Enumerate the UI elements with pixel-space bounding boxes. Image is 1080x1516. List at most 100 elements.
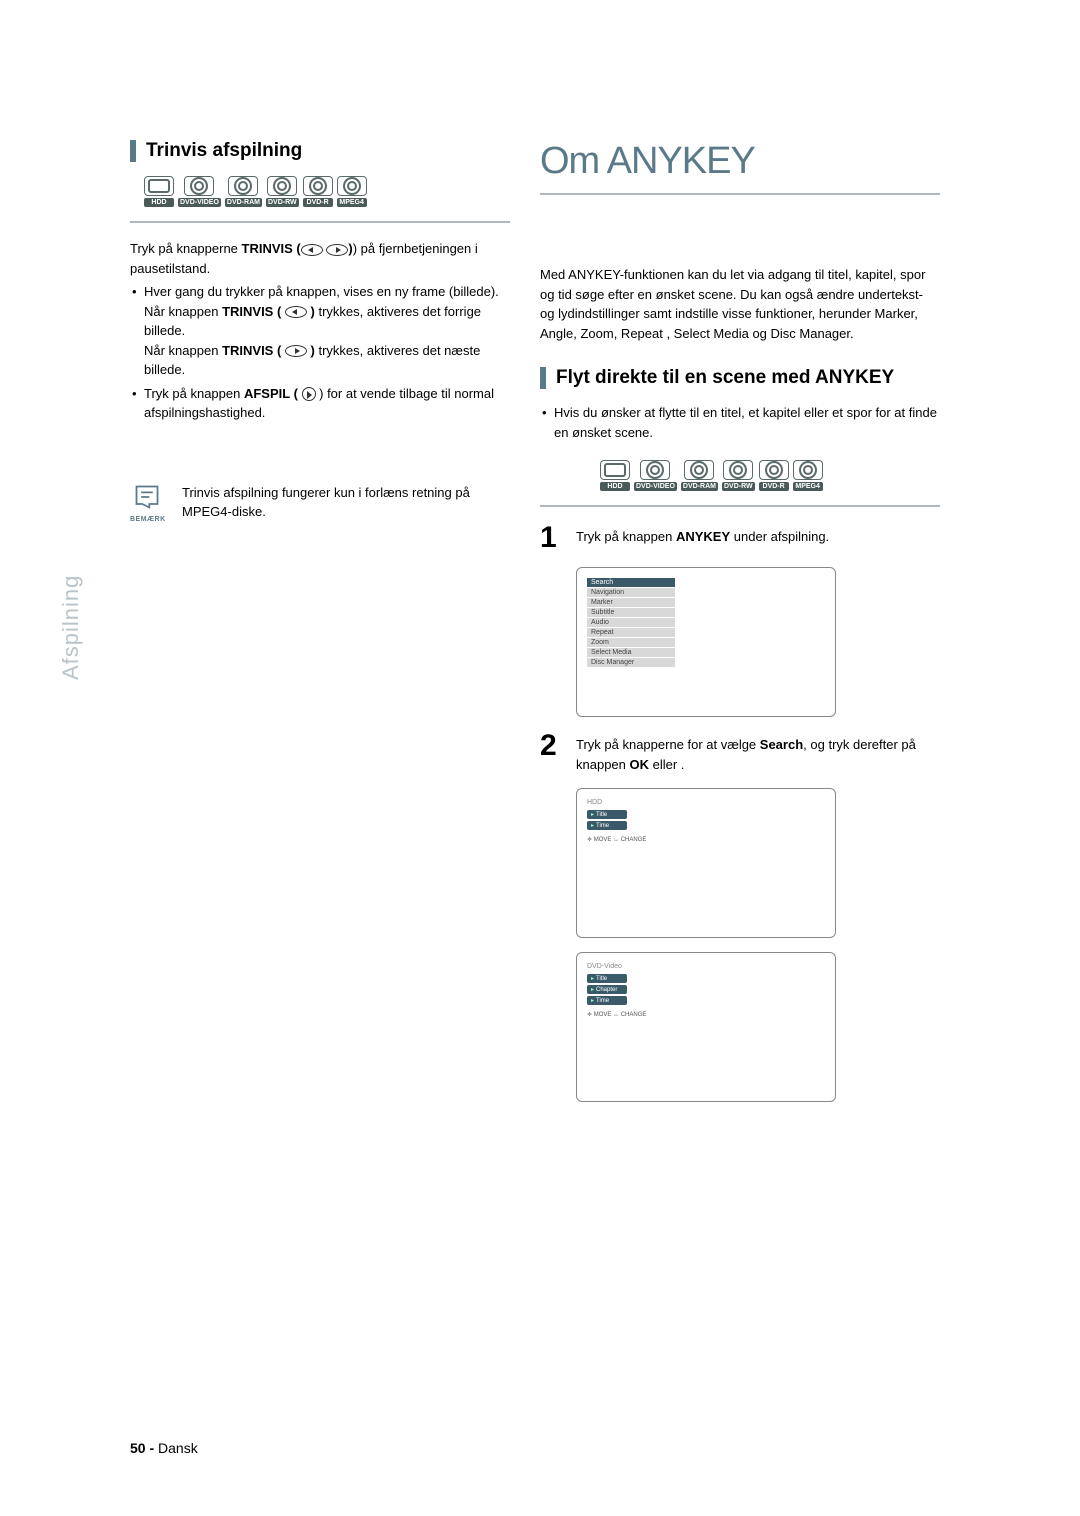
text: Tryk på knappen <box>576 529 676 544</box>
list-item: Tryk på knappen AFSPIL ( ) for at vende … <box>130 384 510 423</box>
media-badge: DVD-RW <box>722 460 755 491</box>
media-badges-right: HDD DVD-VIDEO DVD-RAM DVD-RW DVD-R MPEG4 <box>600 460 940 491</box>
menu-item: Select Media <box>587 648 675 657</box>
menu-item: Search <box>587 578 675 587</box>
text: Hver gang du trykker på knappen, vises e… <box>144 284 499 299</box>
disc-icon <box>184 176 214 196</box>
menu-item: Marker <box>587 598 675 607</box>
step-number: 1 <box>540 523 568 553</box>
menu-item: Navigation <box>587 588 675 597</box>
disc-icon <box>684 460 714 480</box>
rewind-step-icon <box>285 306 307 318</box>
divider <box>540 505 940 507</box>
play-icon <box>302 387 316 401</box>
text-bold: ) <box>307 343 319 358</box>
note-label: BEMÆRK <box>130 516 164 523</box>
step-text: Tryk på knappen ANYKEY under afspilning. <box>576 523 940 553</box>
page-number: 50 - <box>130 1440 158 1456</box>
intro-paragraph: Med ANYKEY-funktionen kan du let via adg… <box>540 265 940 343</box>
intro-text: Tryk på knapperne TRINVIS ( )) på fjernb… <box>130 239 510 278</box>
badge-label: MPEG4 <box>337 198 367 207</box>
menu-item: Subtitle <box>587 608 675 617</box>
menu-item: Audio <box>587 618 675 627</box>
media-badge: MPEG4 <box>337 176 367 207</box>
media-badge: DVD-VIDEO <box>634 460 677 491</box>
hdd-icon <box>600 460 630 480</box>
screen-mock-osd-dvd: DVD-Video ▸Title ▸Chapter ▸Time ≑ MOVE ↔ CHA… <box>576 952 836 1102</box>
disc-icon <box>759 460 789 480</box>
menu-item: Disc Manager <box>587 658 675 667</box>
list-item: Hvis du ønsker at flytte til en titel, e… <box>540 403 940 442</box>
page-lang: Dansk <box>158 1440 198 1456</box>
media-badge: DVD-VIDEO <box>178 176 221 207</box>
list-item: Hver gang du trykker på knappen, vises e… <box>130 282 510 380</box>
text-bold: TRINVIS ( <box>242 241 301 256</box>
forward-step-icon <box>326 244 348 256</box>
step-text: Tryk på knapperne for at vælge Search, o… <box>576 731 940 774</box>
step-number: 2 <box>540 731 568 774</box>
hdd-icon <box>144 176 174 196</box>
text: Når knappen <box>144 343 222 358</box>
disc-icon <box>267 176 297 196</box>
badge-label: DVD-R <box>303 198 333 207</box>
page-title: Om ANYKEY <box>540 140 940 183</box>
side-tab-label: Afspilning <box>58 575 84 680</box>
forward-step-icon <box>285 345 307 357</box>
media-badge: HDD <box>600 460 630 491</box>
step-2: 2 Tryk på knapperne for at vælge Search,… <box>540 731 940 774</box>
media-badge: MPEG4 <box>793 460 823 491</box>
osd-row: ▸Title <box>587 810 627 819</box>
page-footer: 50 - Dansk <box>130 1440 198 1456</box>
badge-label: HDD <box>144 198 174 207</box>
badge-label: MPEG4 <box>793 482 823 491</box>
divider <box>130 221 510 223</box>
osd-header: DVD-Video <box>587 963 825 970</box>
note-icon: BEMÆRK <box>130 483 164 523</box>
osd-footer: ≑ MOVE ↔ CHANGE <box>587 1011 825 1018</box>
badge-label: DVD-RW <box>266 198 299 207</box>
osd-row: ▸Time <box>587 996 627 1005</box>
text-bold: TRINVIS ( <box>222 343 285 358</box>
text-bold: ) <box>307 304 319 319</box>
media-badge: DVD-RW <box>266 176 299 207</box>
osd-header: HDD <box>587 799 825 806</box>
text: Tryk på knapperne <box>130 241 242 256</box>
section-title-anykey: Flyt direkte til en scene med ANYKEY <box>540 367 940 389</box>
step-1: 1 Tryk på knappen ANYKEY under afspilnin… <box>540 523 940 553</box>
disc-icon <box>337 176 367 196</box>
disc-icon <box>723 460 753 480</box>
section-title-trinvis: Trinvis afspilning <box>130 140 510 162</box>
menu-item: Zoom <box>587 638 675 647</box>
bullet-list: Hver gang du trykker på knappen, vises e… <box>130 282 510 423</box>
text: under afspilning. <box>730 529 829 544</box>
note-text: Trinvis afspilning fungerer kun i forlæn… <box>182 483 510 522</box>
text: eller . <box>649 757 684 772</box>
osd-footer: ≑ MOVE ↔ CHANGE <box>587 836 825 843</box>
media-badge: DVD-R <box>759 460 789 491</box>
osd-row: ▸Chapter <box>587 985 627 994</box>
badge-label: DVD-VIDEO <box>634 482 677 491</box>
rewind-step-icon <box>301 244 323 256</box>
badge-label: DVD-R <box>759 482 789 491</box>
media-badges-left: HDD DVD-VIDEO DVD-RAM DVD-RW DVD-R MPEG4 <box>144 176 510 207</box>
text-bold: TRINVIS ( <box>222 304 285 319</box>
text-bold: Search <box>760 737 803 752</box>
disc-icon <box>303 176 333 196</box>
screen-mock-osd-hdd: HDD▸Title▸Time≑ MOVE ↔ CHANGE <box>576 788 836 938</box>
screen-mock-menu: SearchNavigationMarkerSubtitleAudioRepea… <box>576 567 836 717</box>
media-badge: DVD-RAM <box>681 460 718 491</box>
disc-icon <box>640 460 670 480</box>
text: Når knappen <box>144 304 222 319</box>
media-badge: HDD <box>144 176 174 207</box>
badge-label: DVD-RW <box>722 482 755 491</box>
badge-label: HDD <box>600 482 630 491</box>
text: Tryk på knappen <box>144 386 244 401</box>
badge-label: DVD-RAM <box>225 198 262 207</box>
text-bold: OK <box>630 757 650 772</box>
anykey-menu: SearchNavigationMarkerSubtitleAudioRepea… <box>587 578 675 667</box>
osd-row: ▸Title <box>587 974 627 983</box>
text-bold: ANYKEY <box>676 529 730 544</box>
media-badge: DVD-R <box>303 176 333 207</box>
divider <box>540 193 940 195</box>
disc-icon <box>793 460 823 480</box>
